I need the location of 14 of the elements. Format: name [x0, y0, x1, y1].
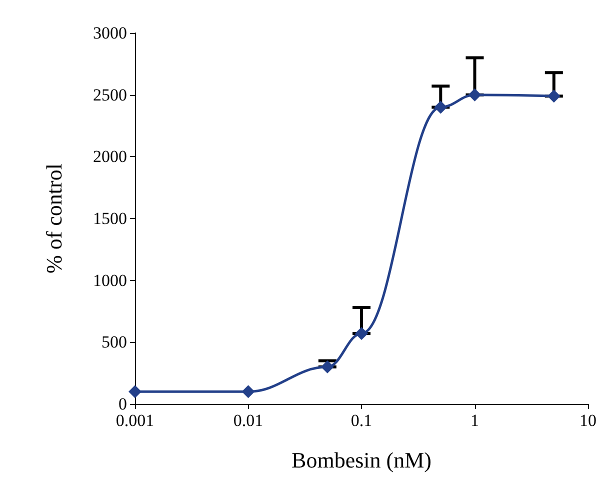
y-tick-label: 3000: [93, 24, 127, 42]
y-tick-label: 1500: [93, 209, 127, 228]
y-tick-label: 2500: [93, 85, 127, 104]
x-tick-label: 1: [470, 411, 479, 430]
y-tick-label: 1000: [93, 270, 127, 290]
x-tick-label: 10: [580, 411, 596, 430]
x-tick-label: 0.1: [350, 411, 372, 430]
y-tick-label: 2000: [93, 147, 127, 166]
x-tick-label: 0.001: [116, 411, 154, 430]
y-tick-label: 0: [118, 394, 127, 414]
y-axis-title: % of control: [42, 164, 66, 274]
y-tick-label: 500: [102, 332, 127, 352]
x-tick-label: 0.01: [233, 411, 264, 430]
x-axis-title: Bombesin (nM): [292, 448, 432, 472]
